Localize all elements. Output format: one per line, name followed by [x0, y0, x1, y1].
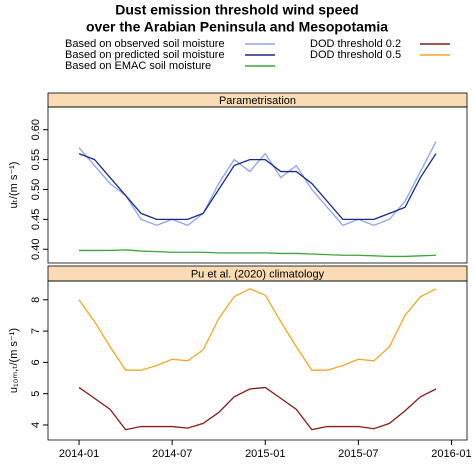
series-line [79, 249, 436, 258]
chart-title: Dust emission threshold wind speed [115, 2, 358, 18]
y-tick-label: 5 [30, 391, 42, 397]
y-tick-label: 6 [30, 359, 42, 365]
y-tick-label: 0.55 [30, 149, 42, 170]
series-line [78, 288, 437, 371]
series-line [78, 386, 437, 431]
panel-title: Parametrisation [219, 95, 296, 107]
legend-label: Based on observed soil moisture [65, 38, 225, 50]
legend-label: DOD threshold 0.5 [310, 49, 401, 61]
y-axis-label: u₁₀ₘ,ₜ/(m s⁻¹) [8, 328, 20, 393]
y-axis-label: uₜ/(m s⁻¹) [8, 162, 20, 209]
y-tick-label: 7 [30, 328, 42, 334]
x-tick-label: 2016-01 [431, 448, 471, 460]
x-tick-label: 2015-07 [338, 448, 378, 460]
y-tick-label: 8 [30, 297, 42, 303]
chart-title: over the Arabian Peninsula and Mesopotam… [86, 19, 388, 35]
plot-frame [47, 106, 468, 264]
y-tick-label: 4 [30, 422, 42, 428]
x-tick-label: 2015-01 [245, 448, 285, 460]
x-tick-label: 2014-01 [59, 448, 99, 460]
legend-label: Based on EMAC soil moisture [65, 60, 211, 72]
legend-label: Based on predicted soil moisture [65, 49, 225, 61]
panel-title: Pu et al. (2020) climatology [191, 268, 325, 280]
y-tick-label: 0.50 [30, 179, 42, 200]
plot-frame [47, 280, 468, 441]
x-tick-label: 2014-07 [152, 448, 192, 460]
series-line [78, 153, 437, 221]
y-tick-label: 0.40 [30, 239, 42, 260]
y-tick-label: 0.60 [30, 119, 42, 140]
series-line [78, 141, 437, 227]
y-tick-label: 0.45 [30, 209, 42, 230]
legend-label: DOD threshold 0.2 [310, 38, 401, 50]
